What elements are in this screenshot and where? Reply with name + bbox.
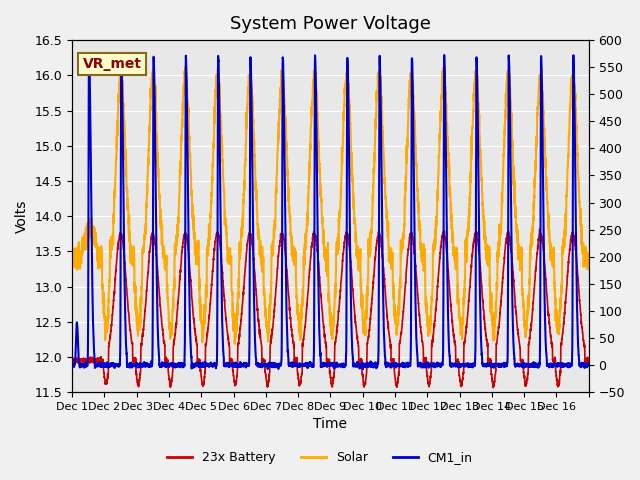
Line: 23x Battery: 23x Battery <box>72 229 589 388</box>
Solar <box>579 240 587 246</box>
Line: Solar: Solar <box>72 67 589 344</box>
CM1_in <box>579 362 587 368</box>
Text: VR_met: VR_met <box>83 57 141 71</box>
Solar <box>397 248 404 254</box>
X-axis label: Time: Time <box>314 418 348 432</box>
CM1_in <box>442 174 450 180</box>
CM1_in <box>440 52 448 58</box>
23x Battery <box>475 248 483 253</box>
23x Battery <box>506 236 514 241</box>
Y-axis label: Volts: Volts <box>15 199 29 233</box>
23x Battery <box>396 336 404 342</box>
CM1_in <box>68 362 76 368</box>
23x Battery <box>68 357 76 362</box>
CM1_in <box>585 362 593 368</box>
Solar <box>68 254 76 260</box>
23x Battery <box>174 300 182 306</box>
Title: System Power Voltage: System Power Voltage <box>230 15 431 33</box>
CM1_in <box>476 231 483 237</box>
23x Battery <box>536 226 543 232</box>
Solar <box>231 341 239 347</box>
CM1_in <box>397 361 404 367</box>
CM1_in <box>359 366 367 372</box>
Solar <box>585 264 593 269</box>
Solar <box>476 120 483 126</box>
Line: CM1_in: CM1_in <box>72 55 589 369</box>
Solar <box>174 223 182 229</box>
Legend: 23x Battery, Solar, CM1_in: 23x Battery, Solar, CM1_in <box>163 446 477 469</box>
CM1_in <box>174 364 182 370</box>
Solar <box>182 64 189 70</box>
23x Battery <box>442 240 450 246</box>
23x Battery <box>490 385 497 391</box>
CM1_in <box>506 119 514 124</box>
Solar <box>506 84 514 90</box>
23x Battery <box>579 338 587 344</box>
Solar <box>442 100 450 106</box>
23x Battery <box>585 357 593 363</box>
